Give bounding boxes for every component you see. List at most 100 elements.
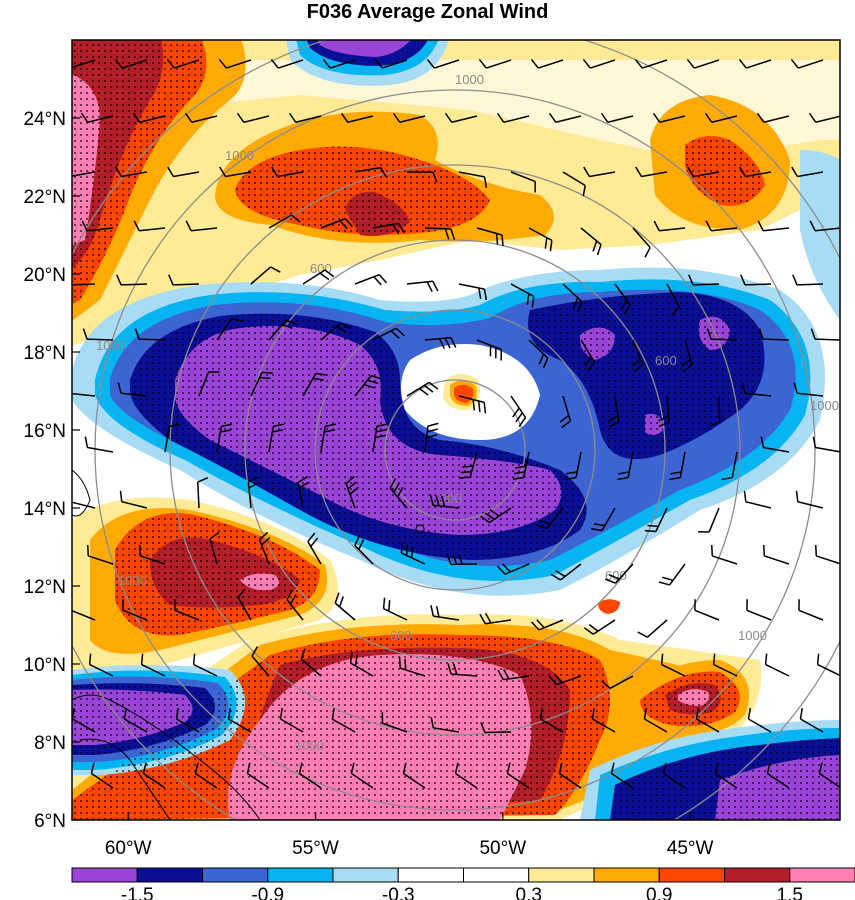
wind-barb <box>140 653 166 677</box>
wind-barb <box>635 166 668 178</box>
wind-barb <box>372 222 405 235</box>
wind-barb <box>559 395 572 429</box>
wind-barb <box>354 273 388 286</box>
wind-barb <box>424 227 456 240</box>
wind-barb <box>510 283 535 308</box>
wind-barb <box>666 283 680 316</box>
storm-center-mark <box>415 524 425 534</box>
wind-barb <box>247 476 260 509</box>
wind-barb <box>740 274 772 286</box>
wind-barb <box>562 171 586 197</box>
colorbar-swatch <box>658 867 725 883</box>
wind-barb <box>653 220 686 232</box>
wind-barb <box>354 166 387 178</box>
wind-barb <box>447 663 478 677</box>
colorbar-label: -0.3 <box>382 885 415 900</box>
wind-barb <box>705 220 738 232</box>
wind-barb <box>758 328 790 341</box>
wind-barb <box>268 214 301 229</box>
wind-barb <box>706 328 738 341</box>
wind-barb <box>694 599 720 621</box>
wind-barb <box>747 708 772 733</box>
wind-barb <box>652 112 686 124</box>
wind-barb <box>583 619 616 635</box>
wind-barb <box>258 531 271 565</box>
colorbar-label: -0.9 <box>251 885 284 900</box>
wind-barb <box>721 451 738 481</box>
wind-barb <box>757 220 790 232</box>
stipple-east <box>528 292 765 460</box>
lat-tick-label: 18°N <box>24 343 66 364</box>
colorbar-swatch <box>397 867 464 883</box>
colorbar-swatch <box>332 867 399 883</box>
wind-barb <box>426 58 460 69</box>
wind-barb <box>279 708 304 733</box>
wind-barb <box>119 490 148 509</box>
wind-barb <box>790 58 824 69</box>
wind-barb <box>539 708 564 733</box>
lat-tick-label: 16°N <box>24 421 66 442</box>
wind-barb <box>298 762 322 789</box>
wind-barb <box>116 274 148 286</box>
wind-barb <box>300 648 322 677</box>
wind-barb <box>340 112 374 124</box>
wind-barb <box>497 668 530 681</box>
colorbar-label: -1.5 <box>121 885 154 900</box>
wind-barb <box>764 653 790 677</box>
wind-barb <box>617 451 634 481</box>
wind-barb <box>382 597 408 621</box>
wind-barb <box>480 507 512 524</box>
wind-barb <box>766 762 790 789</box>
wind-barb <box>548 112 582 124</box>
ring-1000 <box>94 89 816 811</box>
wind-barb <box>591 708 616 733</box>
wind-barb <box>458 395 487 414</box>
wind-barb <box>536 507 564 530</box>
wind-barb <box>601 675 634 689</box>
wind-barb <box>799 708 824 733</box>
wind-barb <box>80 112 114 124</box>
wind-barb <box>738 58 772 69</box>
wind-barb <box>810 328 840 341</box>
ring-label: 600 <box>310 261 332 276</box>
colorbar-label: 0.3 <box>516 885 542 900</box>
wind-barb <box>496 112 530 124</box>
wind-barb <box>695 708 720 733</box>
wind-barb <box>478 58 512 69</box>
wind-barb <box>746 599 772 621</box>
wind-barb <box>458 171 488 188</box>
ring-label: 1000 <box>810 398 839 413</box>
wind-barb <box>72 708 96 733</box>
wind-barb <box>510 395 527 427</box>
wind-barb <box>72 283 96 286</box>
ring-200 <box>384 379 526 521</box>
field-purple-top <box>317 40 411 57</box>
wind-barb <box>479 612 512 625</box>
ring-600 <box>244 239 666 661</box>
wind-barb <box>686 58 720 69</box>
wind-barb <box>476 339 502 361</box>
stipple-se-pool <box>610 738 840 820</box>
wind-barb <box>164 423 181 453</box>
wind-barb <box>583 166 616 178</box>
wind-barb <box>142 762 166 789</box>
wind-barb <box>236 112 270 124</box>
wind-barb <box>374 58 408 69</box>
wind-barb <box>430 605 460 621</box>
stipple-se <box>640 671 740 727</box>
wind-barb <box>512 451 530 480</box>
wind-barb <box>72 501 96 509</box>
lat-tick-label: 8°N <box>34 733 66 754</box>
wind-barb <box>138 544 166 565</box>
wind-barb <box>372 327 405 341</box>
wind-barb <box>237 588 252 621</box>
wind-barb <box>271 166 304 178</box>
field-blue-east <box>800 150 840 320</box>
wind-barb <box>814 544 840 565</box>
coastline-south <box>72 694 261 820</box>
wind-barb <box>406 280 439 292</box>
wind-barb <box>565 451 582 481</box>
wind-barb <box>320 322 351 341</box>
wind-barb <box>608 395 620 428</box>
